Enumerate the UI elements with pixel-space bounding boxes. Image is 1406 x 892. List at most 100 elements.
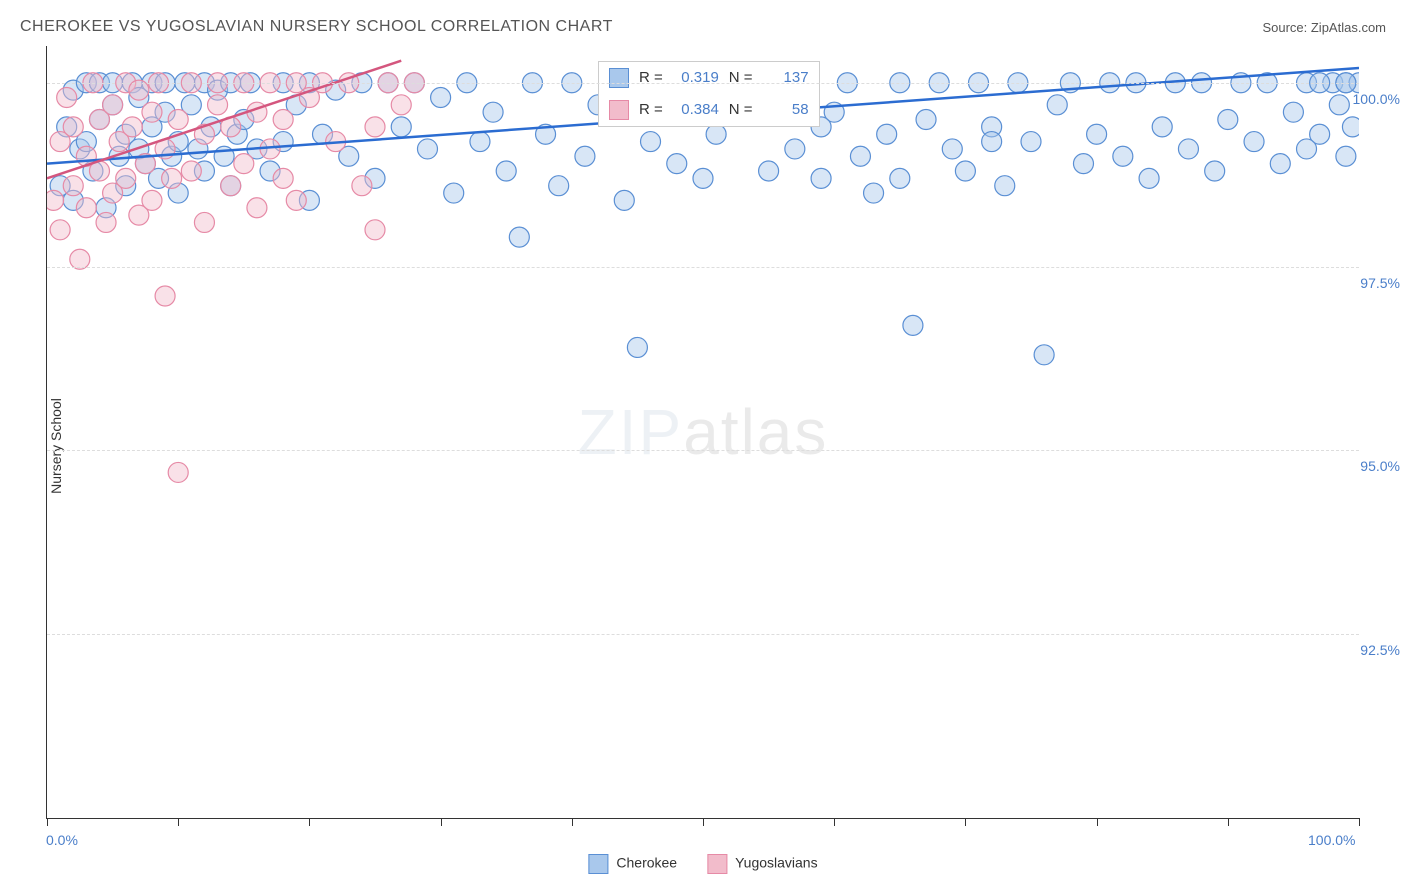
data-point	[208, 95, 228, 115]
stat-r-label: R =	[639, 97, 663, 123]
data-point	[549, 176, 569, 196]
data-point	[877, 124, 897, 144]
data-point	[470, 132, 490, 152]
x-tick-label: 0.0%	[46, 832, 78, 848]
plot-area: ZIPatlas R =0.319N =137R =0.384N =58	[46, 46, 1359, 819]
data-point	[1073, 154, 1093, 174]
data-point	[194, 212, 214, 232]
legend-label: Yugoslavians	[735, 855, 818, 871]
data-point	[142, 190, 162, 210]
data-point	[850, 146, 870, 166]
legend-label: Cherokee	[616, 855, 677, 871]
x-tick	[703, 818, 704, 826]
legend-swatch-icon	[707, 854, 727, 874]
legend-swatch-icon	[588, 854, 608, 874]
data-point	[47, 190, 64, 210]
gridline	[47, 634, 1359, 635]
data-point	[903, 315, 923, 335]
x-tick	[1359, 818, 1360, 826]
data-point	[1113, 146, 1133, 166]
data-point	[63, 176, 83, 196]
data-point	[1087, 124, 1107, 144]
stat-n-label: N =	[729, 97, 753, 123]
data-point	[982, 132, 1002, 152]
chart-title: CHEROKEE VS YUGOSLAVIAN NURSERY SCHOOL C…	[20, 18, 613, 36]
data-point	[273, 168, 293, 188]
data-point	[417, 139, 437, 159]
data-point	[1342, 117, 1359, 137]
data-point	[1283, 102, 1303, 122]
data-point	[1244, 132, 1264, 152]
data-point	[1218, 110, 1238, 130]
data-point	[1336, 146, 1356, 166]
x-tick	[965, 818, 966, 826]
data-point	[942, 139, 962, 159]
data-point	[365, 220, 385, 240]
data-point	[496, 161, 516, 181]
stats-row: R = 0.384 N = 58	[599, 94, 819, 126]
data-point	[168, 462, 188, 482]
data-point	[181, 161, 201, 181]
data-point	[575, 146, 595, 166]
x-tick	[834, 818, 835, 826]
data-point	[614, 190, 634, 210]
x-tick	[572, 818, 573, 826]
data-point	[667, 154, 687, 174]
data-point	[168, 110, 188, 130]
y-tick-label: 97.5%	[1360, 275, 1400, 291]
data-point	[76, 198, 96, 218]
x-tick	[47, 818, 48, 826]
data-point	[50, 220, 70, 240]
stat-n-label: N =	[729, 65, 753, 91]
data-point	[122, 117, 142, 137]
data-point	[1297, 139, 1317, 159]
data-point	[1329, 95, 1349, 115]
data-point	[234, 154, 254, 174]
data-point	[693, 168, 713, 188]
data-point	[785, 139, 805, 159]
data-point	[1270, 154, 1290, 174]
x-tick	[178, 818, 179, 826]
data-point	[1152, 117, 1172, 137]
data-point	[142, 102, 162, 122]
data-point	[103, 95, 123, 115]
data-point	[57, 87, 77, 107]
data-point	[1021, 132, 1041, 152]
data-point	[811, 168, 831, 188]
data-point	[365, 117, 385, 137]
legend-swatch-icon	[609, 100, 629, 120]
data-point	[96, 212, 116, 232]
chart-source: Source: ZipAtlas.com	[1262, 20, 1386, 35]
x-tick-label: 100.0%	[1308, 832, 1355, 848]
stat-n-value: 137	[763, 65, 809, 91]
stat-r-label: R =	[639, 65, 663, 91]
data-point	[273, 110, 293, 130]
data-point	[864, 183, 884, 203]
data-point	[63, 117, 83, 137]
chart-svg	[47, 46, 1359, 818]
data-point	[1205, 161, 1225, 181]
y-tick-label: 100.0%	[1353, 91, 1400, 107]
data-point	[444, 183, 464, 203]
legend-item: Cherokee	[588, 854, 677, 874]
x-tick	[1228, 818, 1229, 826]
y-tick-label: 95.0%	[1360, 458, 1400, 474]
data-point	[162, 168, 182, 188]
gridline	[47, 267, 1359, 268]
data-point	[352, 176, 372, 196]
x-tick	[441, 818, 442, 826]
x-tick	[309, 818, 310, 826]
data-point	[995, 176, 1015, 196]
stats-legend-box: R =0.319N =137R =0.384N =58	[598, 61, 820, 127]
data-point	[1047, 95, 1067, 115]
data-point	[890, 168, 910, 188]
bottom-legend: Cherokee Yugoslavians	[588, 854, 817, 874]
y-tick-label: 92.5%	[1360, 642, 1400, 658]
data-point	[509, 227, 529, 247]
data-point	[431, 87, 451, 107]
data-point	[221, 176, 241, 196]
stat-n-value: 58	[763, 97, 809, 123]
gridline	[47, 83, 1359, 84]
stat-r-value: 0.384	[673, 97, 719, 123]
data-point	[391, 95, 411, 115]
